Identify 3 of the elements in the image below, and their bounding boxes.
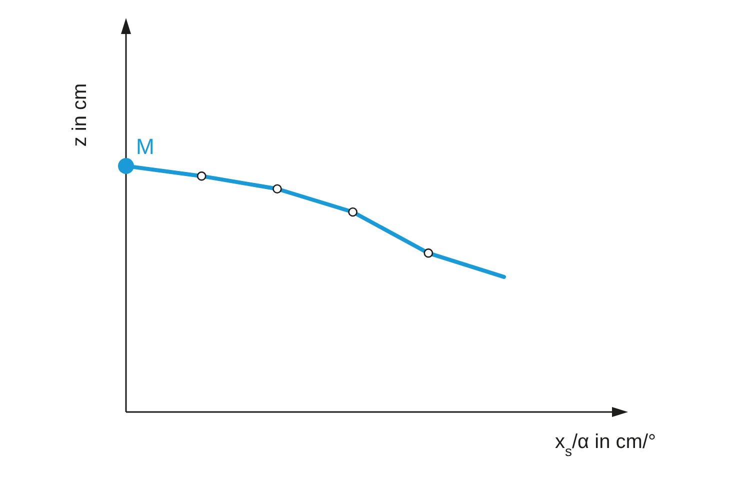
x-axis-title: x$_{s}$/α in cm/° bbox=[555, 431, 656, 459]
y-axis-title: z in cm bbox=[69, 83, 91, 147]
text: M bbox=[136, 134, 154, 159]
